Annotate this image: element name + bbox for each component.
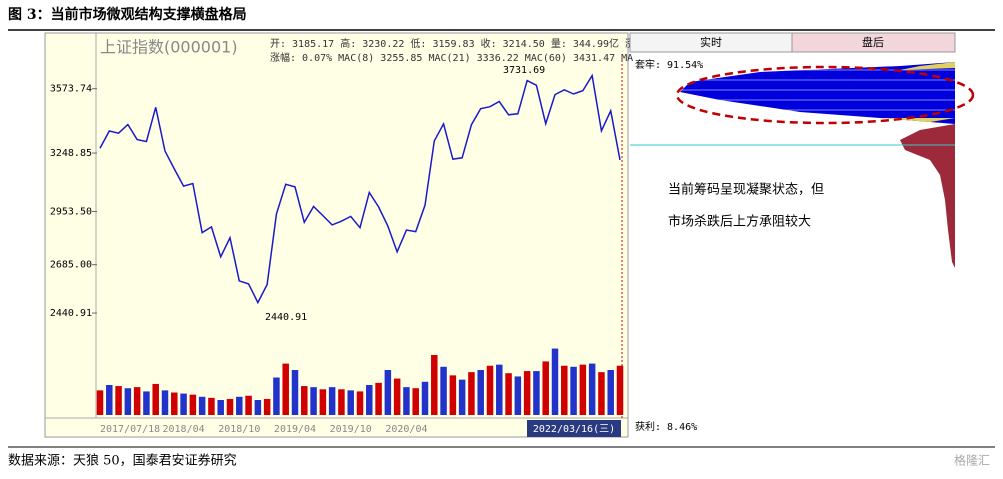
chip-distribution [650,62,955,268]
volume-bar [143,391,150,415]
volume-bar [598,372,605,415]
y-tick-label: 3573.74 [50,84,92,95]
volume-bar [263,398,271,415]
note: 市场杀跌后上方承阻较大 [668,214,811,230]
volume-bar [561,365,568,415]
volume-bar [523,371,531,415]
low-annotation: 2440.91 [265,312,307,323]
info-line: 开: 3185.17 高: 3230.22 低: 3159.83 收: 3214… [270,37,635,50]
volume-bar [533,371,540,415]
x-tick-label: 2019/10 [330,424,372,435]
volume-bar [570,366,577,415]
volume-bar [393,378,401,415]
volume-bar [180,393,187,415]
volume-bar [579,364,587,415]
y-tick-label: 2953.50 [50,207,92,218]
volume-bar [189,394,197,415]
volume-bar [458,379,466,415]
volume-bar [542,361,549,415]
tab[interactable] [791,32,956,53]
volume-bar [319,389,327,415]
watermark: 格隆汇 [954,453,990,468]
volume-bar [449,375,457,415]
price-line [99,73,621,305]
source: 数据来源：天狼 50，国泰君安证券研究 [8,453,237,469]
info-line: 涨幅: 0.07% MAC(8) 3255.85 MAC(21) 3336.22… [270,51,633,64]
volume-bar [338,389,345,415]
volume-bar [440,366,447,415]
volume-bar [133,387,141,415]
volume-bar [477,370,484,415]
volume-bar [291,370,299,415]
profit-ratio: 获利: 8.46% [635,421,697,433]
volume-bar [273,377,280,415]
volume-bar [421,381,429,415]
panel-title: 上证指数(000001) [100,38,238,57]
note: 当前筹码呈现凝聚状态，但 [668,182,824,198]
volume-bar [301,386,308,415]
price-panel [44,32,629,438]
volume-bar [403,387,410,415]
volume-bar [505,373,512,415]
volume-bar [551,348,559,415]
volume-bar [588,363,596,415]
volume-bar [254,400,262,415]
volume-bar [356,391,364,415]
volume-bar [328,387,336,415]
volume-bar [217,400,224,415]
y-tick-label: 2440.91 [50,308,92,319]
volume-bar [607,370,614,415]
volume-bar [198,396,206,415]
trapped-ratio: 套牢: 91.54% [635,58,703,71]
volume-bar [282,363,289,415]
volume-bar [152,383,159,415]
date-label: 2022/03/16(三) [533,424,615,435]
volume-bar [124,388,132,415]
x-tick-label: 2017/07/18 [100,424,160,435]
volume-bar [431,355,438,415]
volume-bar [375,382,382,415]
highlight-ellipse [675,65,975,125]
volume-bar [161,390,169,415]
date-box [527,420,621,437]
tab-label[interactable]: 盘后 [862,35,884,49]
volume-bar [115,386,122,415]
x-tick-label: 2018/04 [162,424,204,435]
volume-bar [236,396,243,415]
high-annotation: 3731.69 [503,65,545,76]
volume-bar [412,388,419,415]
volume-bar [171,392,178,415]
volume-bar [245,395,252,415]
volume-bar [384,370,392,415]
volume-bar [486,365,494,415]
volume-bar [106,385,113,415]
volume-bar [226,398,234,415]
x-tick-label: 2020/04 [385,424,427,435]
volume-bar [496,364,503,415]
volume-bar [468,372,475,415]
volume-bar [347,390,354,415]
figure-title: 图 3：当前市场微观结构支撑横盘格局 [8,6,247,23]
y-tick-label: 2685.00 [50,260,92,271]
volume-bar [366,385,373,415]
tab-label[interactable]: 实时 [700,35,722,49]
x-tick-label: 2019/04 [274,424,316,435]
volume-bar [208,397,215,415]
x-tick-label: 2018/10 [218,424,260,435]
volume-bar [616,365,624,415]
y-tick-label: 3248.85 [50,148,92,159]
volume-bar [514,376,522,415]
volume-bar [310,387,317,415]
volume-bar [96,390,104,415]
